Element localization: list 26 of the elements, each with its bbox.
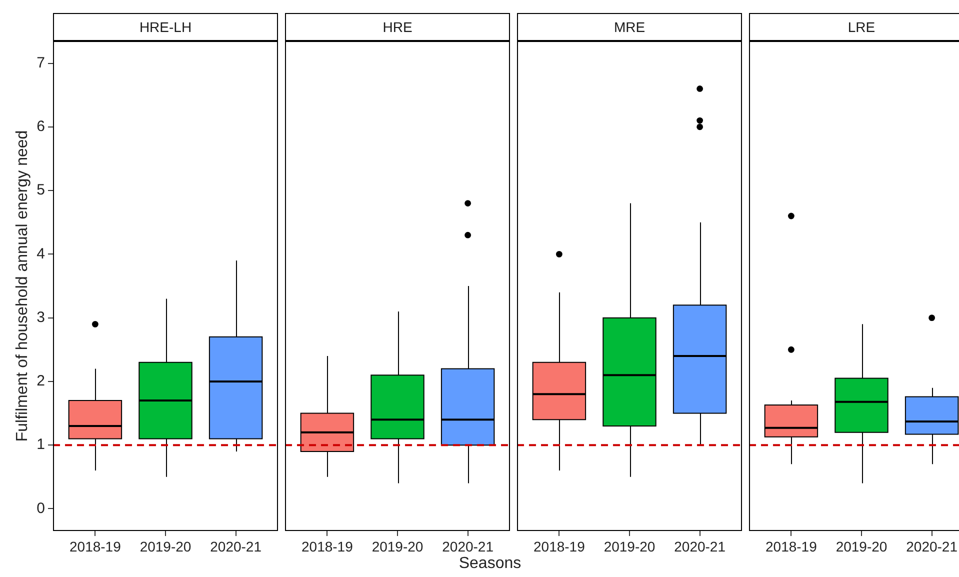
chart-title: HRE-LH: [53, 13, 278, 42]
x-tick-label: 2020-21: [210, 538, 262, 554]
x-tick-label: 2019-20: [836, 538, 888, 554]
x-tick-label: 2020-21: [674, 538, 726, 554]
x-axis-title: Seasons: [458, 555, 522, 573]
y-tick-label: 2: [36, 372, 45, 390]
chart-title: LRE: [749, 13, 959, 42]
y-tick-label: 7: [36, 54, 45, 72]
y-tick-label: 4: [36, 245, 45, 262]
x-tick-label: 2018-19: [533, 538, 586, 554]
x-tick-label: 2019-20: [140, 538, 192, 554]
x-tick-label: 2019-20: [372, 538, 424, 554]
y-tick-label: 5: [36, 182, 45, 199]
x-tick-label: 2020-21: [906, 538, 958, 554]
y-tick-label: 6: [36, 118, 45, 136]
chart-title: HRE: [285, 13, 510, 42]
x-tick-label: 2018-19: [301, 538, 354, 554]
x-tick-label: 2018-19: [765, 538, 818, 554]
chart-title: MRE: [517, 13, 742, 42]
y-tick-label: 3: [36, 308, 45, 326]
y-axis-title: Fulfilment of household annual energy need: [14, 130, 32, 442]
y-tick-label: 0: [36, 500, 45, 517]
x-tick-label: 2019-20: [604, 538, 656, 554]
x-tick-label: 2020-21: [442, 538, 494, 554]
y-tick-label: 1: [36, 436, 45, 454]
x-tick-label: 2018-19: [69, 538, 122, 554]
